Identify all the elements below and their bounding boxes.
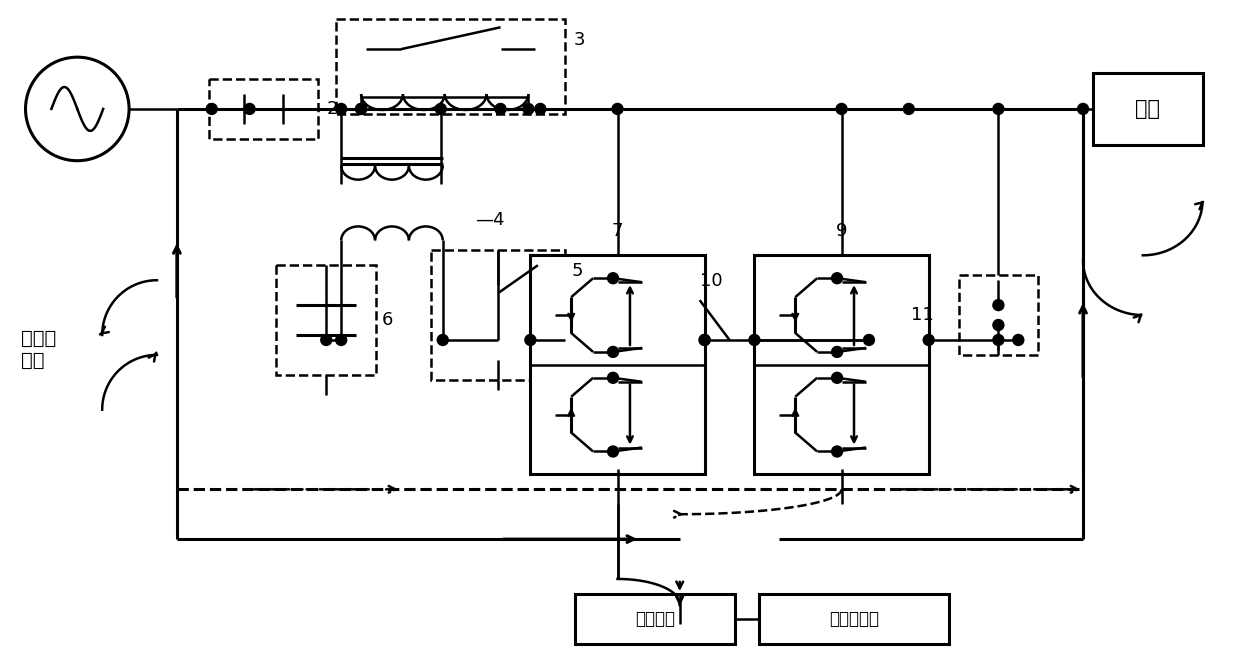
Circle shape [356, 103, 367, 115]
FancyBboxPatch shape [531, 255, 704, 474]
Text: 储能系统: 储能系统 [635, 610, 675, 628]
Circle shape [608, 372, 619, 384]
Text: 5: 5 [572, 262, 583, 280]
Circle shape [438, 335, 448, 345]
Circle shape [832, 273, 842, 283]
Text: 2: 2 [326, 100, 337, 118]
Circle shape [832, 347, 842, 357]
Circle shape [836, 103, 847, 115]
Circle shape [993, 335, 1004, 345]
Circle shape [608, 273, 619, 283]
Circle shape [993, 320, 1004, 331]
Circle shape [608, 446, 619, 457]
FancyBboxPatch shape [759, 594, 949, 644]
Text: 11: 11 [910, 306, 934, 324]
Circle shape [336, 103, 347, 115]
Circle shape [924, 335, 934, 345]
Circle shape [336, 335, 347, 345]
Circle shape [699, 335, 711, 345]
Circle shape [525, 335, 536, 345]
FancyBboxPatch shape [575, 594, 734, 644]
Circle shape [523, 103, 534, 115]
Circle shape [206, 103, 217, 115]
Circle shape [699, 335, 711, 345]
Circle shape [903, 103, 914, 115]
Circle shape [1078, 103, 1089, 115]
Text: 10: 10 [699, 272, 722, 290]
FancyBboxPatch shape [336, 19, 565, 114]
Circle shape [832, 446, 842, 457]
Circle shape [534, 103, 546, 115]
Text: 3: 3 [573, 31, 585, 49]
Text: 智能配
电网: 智能配 电网 [21, 330, 56, 370]
Text: 7: 7 [611, 222, 624, 241]
Text: 负载: 负载 [1136, 99, 1161, 119]
Text: 分布式电源: 分布式电源 [830, 610, 879, 628]
Circle shape [993, 300, 1004, 310]
Text: 6: 6 [382, 311, 393, 329]
Circle shape [356, 103, 367, 115]
Text: 9: 9 [836, 222, 847, 241]
FancyBboxPatch shape [959, 275, 1038, 355]
Circle shape [1013, 335, 1024, 345]
FancyBboxPatch shape [208, 79, 319, 139]
Circle shape [435, 103, 446, 115]
Circle shape [863, 335, 874, 345]
Text: —4: —4 [476, 212, 505, 229]
FancyBboxPatch shape [277, 266, 376, 375]
FancyBboxPatch shape [430, 250, 565, 380]
Circle shape [749, 335, 760, 345]
Circle shape [608, 347, 619, 357]
Circle shape [244, 103, 255, 115]
FancyBboxPatch shape [1092, 73, 1203, 145]
Circle shape [495, 103, 506, 115]
Circle shape [321, 335, 332, 345]
Circle shape [832, 372, 842, 384]
Circle shape [613, 103, 622, 115]
Circle shape [993, 103, 1004, 115]
FancyBboxPatch shape [754, 255, 929, 474]
